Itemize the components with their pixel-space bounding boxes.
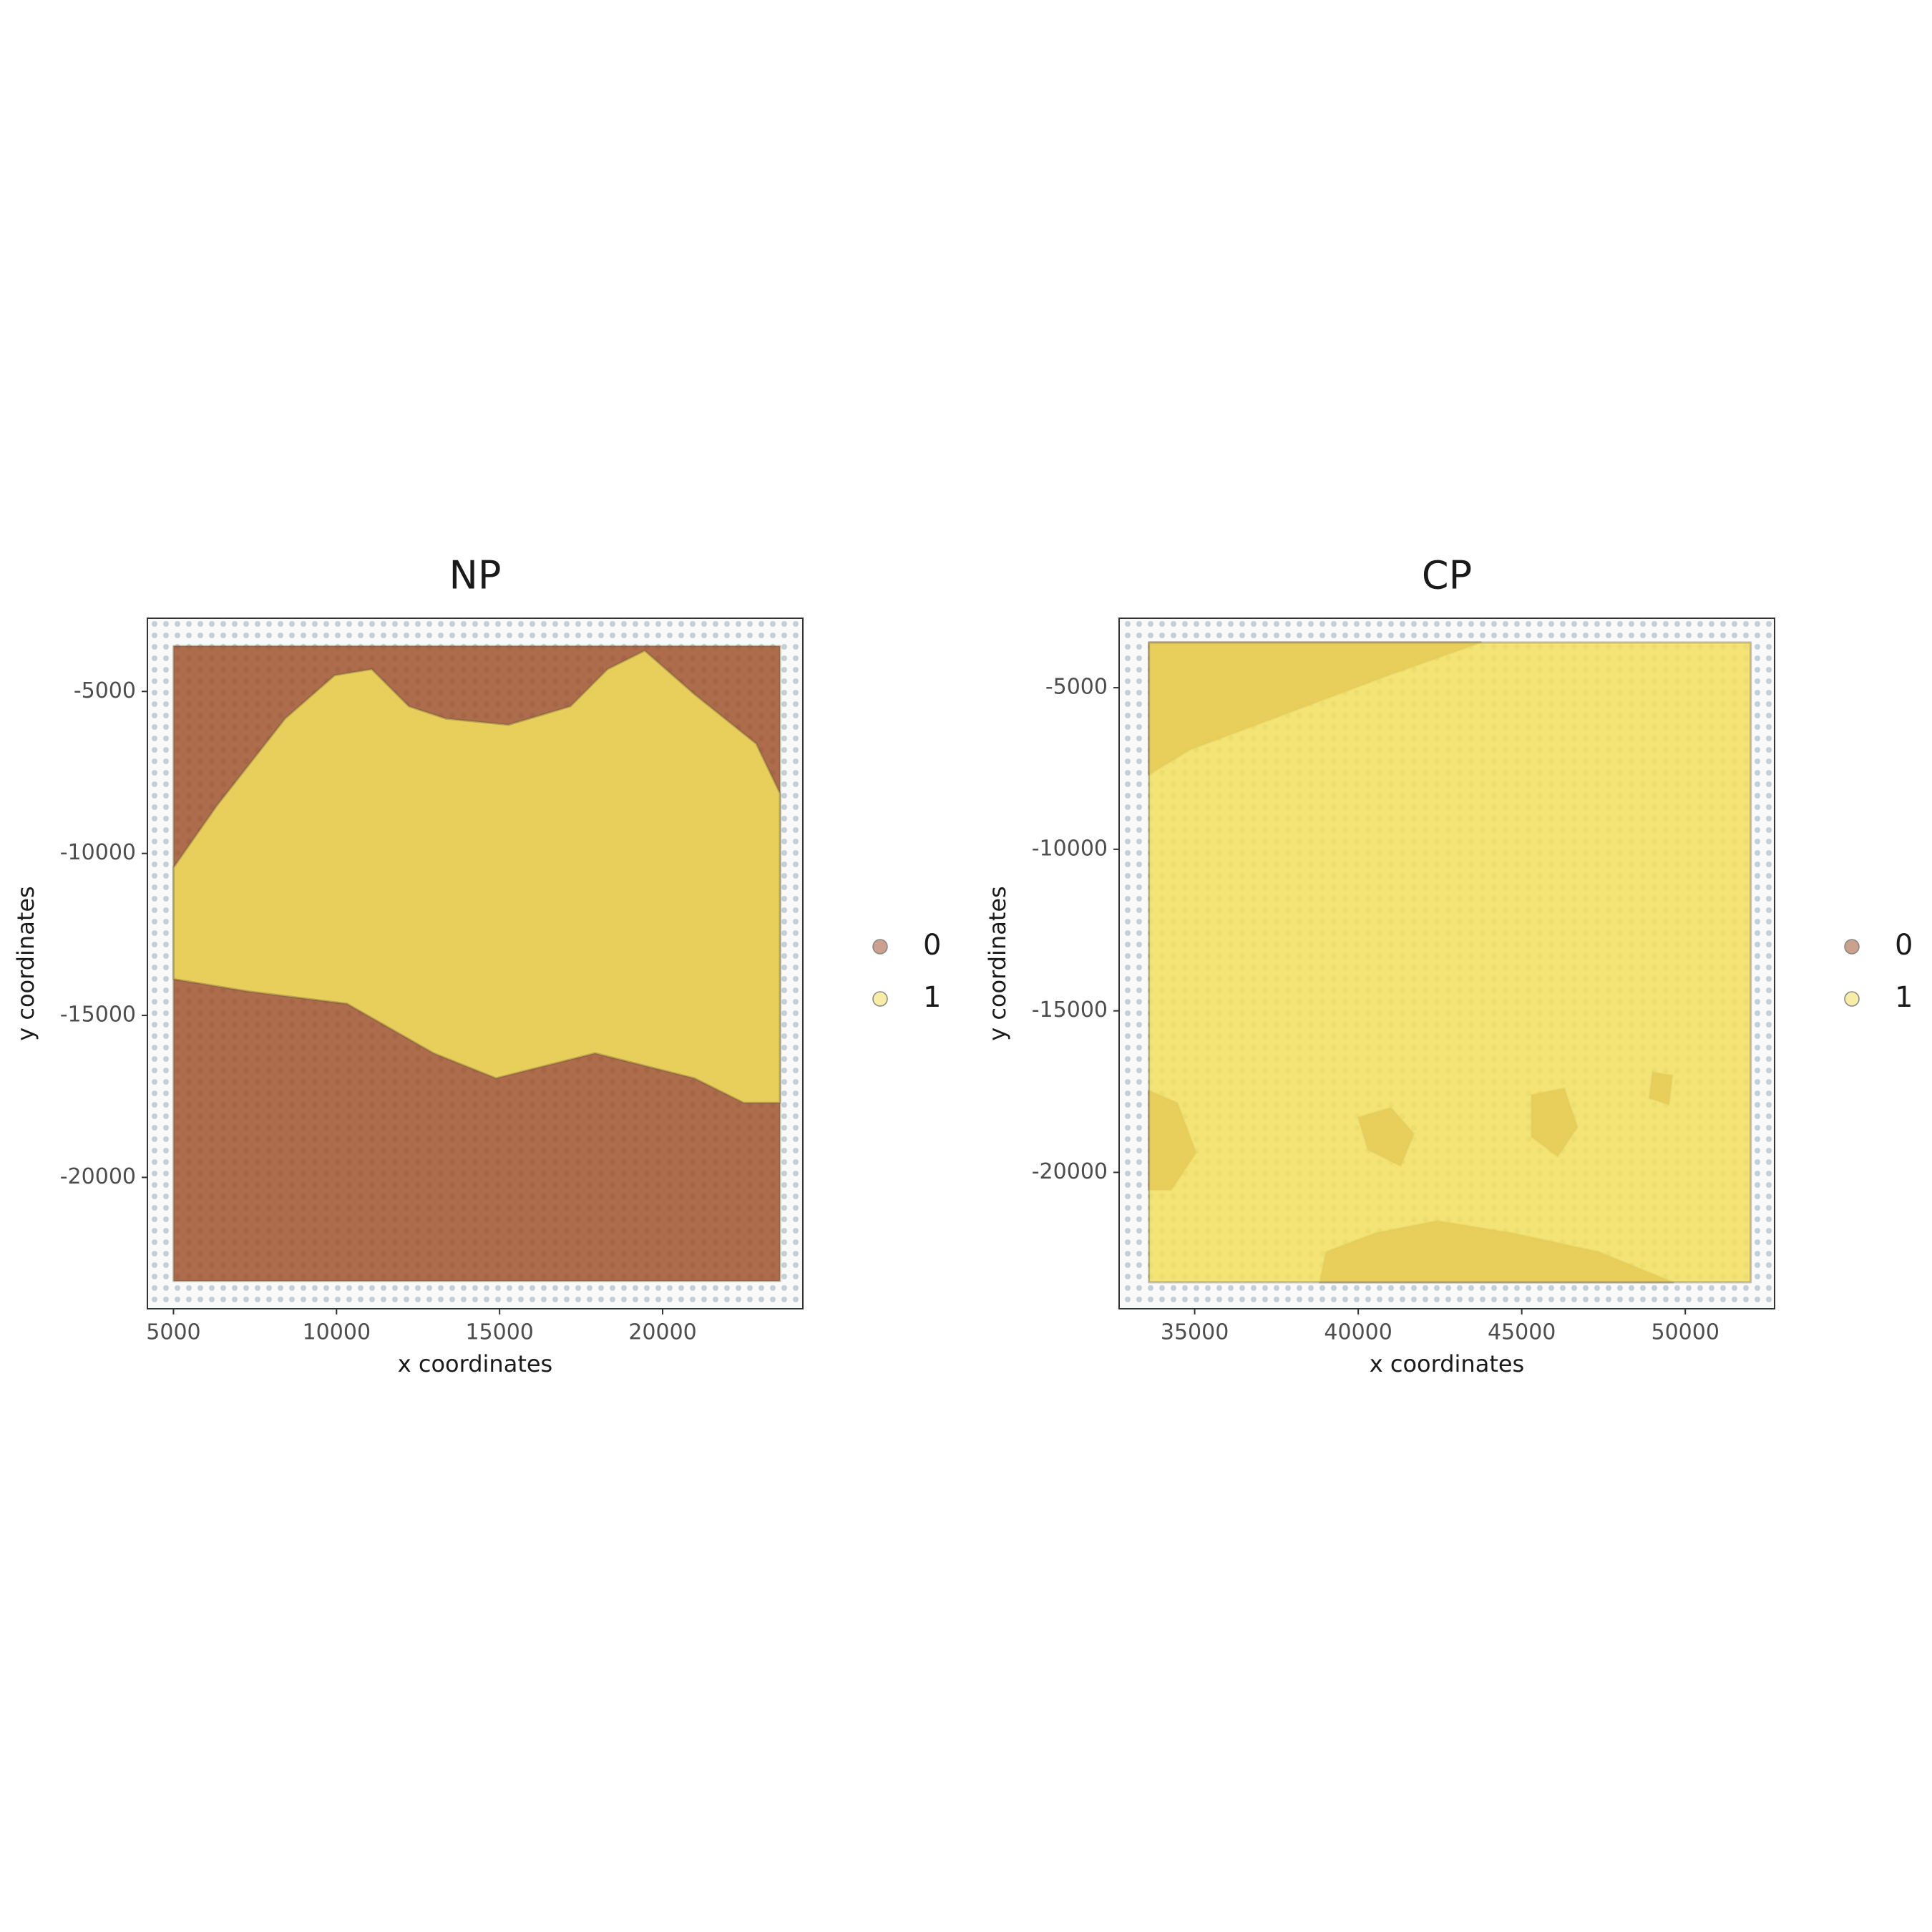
y-axis-title: y coordinates	[12, 886, 39, 1040]
y-tick-label: -20000	[1032, 1159, 1108, 1184]
panel: CP x coordinates y coordinates 35000 40000 45…	[984, 553, 1913, 1377]
panel: NP x coordinates y coordinates 5000 10000 150…	[12, 553, 941, 1377]
x-tick-label: 35000	[1161, 1320, 1229, 1345]
legend-marker	[1844, 991, 1860, 1007]
y-tick-label: -10000	[60, 840, 136, 865]
panel-title: CP	[1422, 553, 1472, 598]
y-tick-label: -5000	[1045, 675, 1108, 700]
x-tick-label: 45000	[1488, 1320, 1556, 1345]
x-tick-label: 20000	[628, 1320, 696, 1345]
y-tick-label: -20000	[60, 1164, 136, 1189]
legend-marker	[872, 991, 888, 1007]
x-tick-label: 10000	[303, 1320, 371, 1345]
panel-border	[1118, 618, 1775, 1309]
x-tick-label: 50000	[1651, 1320, 1719, 1345]
legend-label: 1	[1895, 981, 1913, 1014]
legend-label: 0	[1895, 929, 1913, 962]
y-tick-label: -5000	[74, 678, 136, 703]
region	[172, 649, 781, 1104]
legend-label: 1	[923, 981, 941, 1014]
y-tick-label: -15000	[60, 1002, 136, 1028]
x-tick-label: 40000	[1324, 1320, 1392, 1345]
legend-marker	[1844, 939, 1860, 955]
x-tick-label: 5000	[146, 1320, 200, 1345]
x-axis-title: x coordinates	[398, 1350, 552, 1377]
panel-title: NP	[449, 553, 502, 598]
y-axis-title: y coordinates	[984, 886, 1011, 1040]
region	[1148, 641, 1752, 1284]
legend-marker	[872, 939, 888, 955]
x-tick-label: 15000	[465, 1320, 533, 1345]
y-tick-label: -15000	[1032, 997, 1108, 1023]
x-axis-title: x coordinates	[1370, 1350, 1524, 1377]
y-tick-label: -10000	[1032, 836, 1108, 861]
panel-border	[147, 618, 804, 1309]
legend-label: 0	[923, 929, 941, 962]
